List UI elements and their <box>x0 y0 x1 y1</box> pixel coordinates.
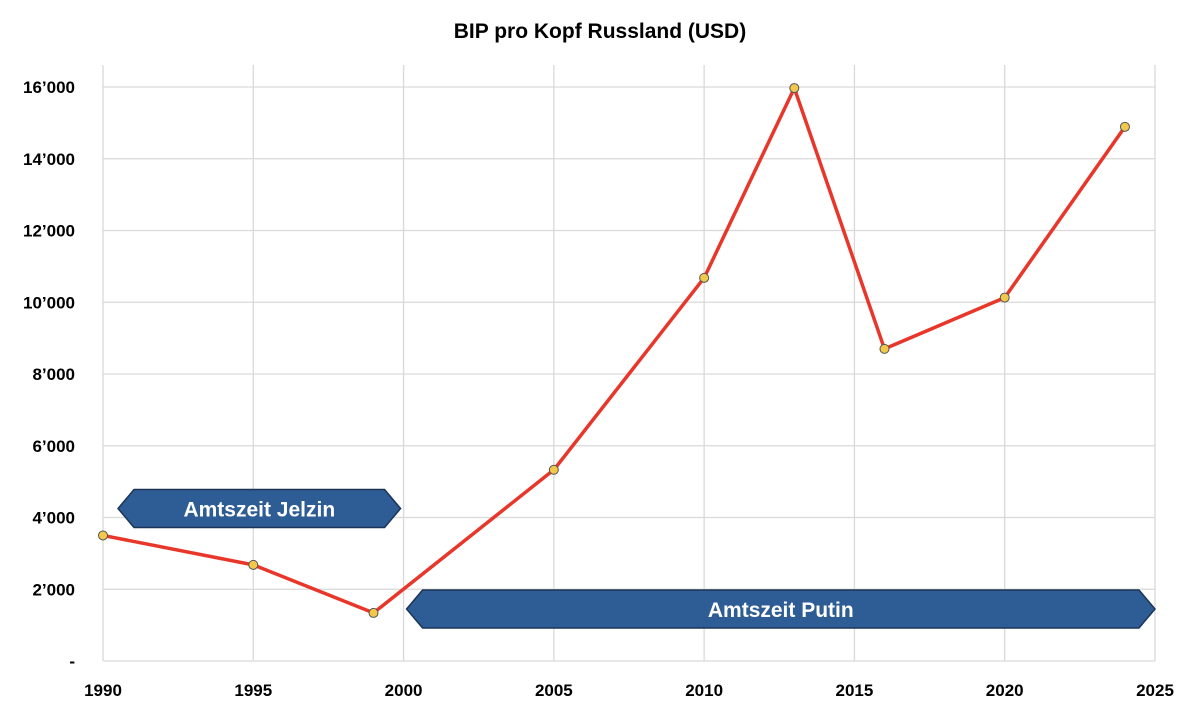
data-point <box>1119 121 1130 132</box>
y-tick-label: - <box>69 652 75 671</box>
data-point <box>699 272 710 283</box>
data-point <box>368 607 379 618</box>
data-point <box>999 292 1010 303</box>
y-tick-label: 4’000 <box>32 509 75 528</box>
x-tick-label: 2010 <box>685 681 723 700</box>
x-tick-label: 2025 <box>1136 681 1174 700</box>
annotation-banner-2 <box>405 589 1156 629</box>
data-point <box>98 530 108 541</box>
y-tick-label: 12’000 <box>23 222 75 241</box>
data-point <box>789 83 800 94</box>
data-point <box>248 559 259 570</box>
annotation-banner-1 <box>117 488 402 529</box>
x-tick-label: 2005 <box>535 681 573 700</box>
x-tick-label: 1990 <box>84 681 122 700</box>
x-tick-label: 2015 <box>836 681 874 700</box>
annotation-label-1: Amtszeit Jelzin <box>183 499 335 522</box>
series <box>98 83 1130 618</box>
chart-title: BIP pro Kopf Russland (USD) <box>454 20 746 43</box>
axis-labels: - 2’000 4’000 6’000 8’000 10’000 12’000 14’000 1… <box>23 78 1174 700</box>
y-tick-label: 16’000 <box>23 78 75 97</box>
annotations: Amtszeit Jelzin Amtszeit Putin <box>117 488 1156 629</box>
data-point <box>879 343 890 354</box>
y-tick-label: 8’000 <box>32 365 75 384</box>
y-tick-label: 10’000 <box>23 293 75 312</box>
y-tick-label: 14’000 <box>23 150 75 169</box>
x-tick-label: 2000 <box>385 681 423 700</box>
y-tick-label: 2’000 <box>32 580 75 599</box>
y-tick-label: 6’000 <box>32 437 75 456</box>
data-point <box>548 464 559 475</box>
x-tick-label: 2020 <box>986 681 1024 700</box>
annotation-label-2: Amtszeit Putin <box>708 599 854 622</box>
x-tick-label: 1995 <box>234 681 272 700</box>
